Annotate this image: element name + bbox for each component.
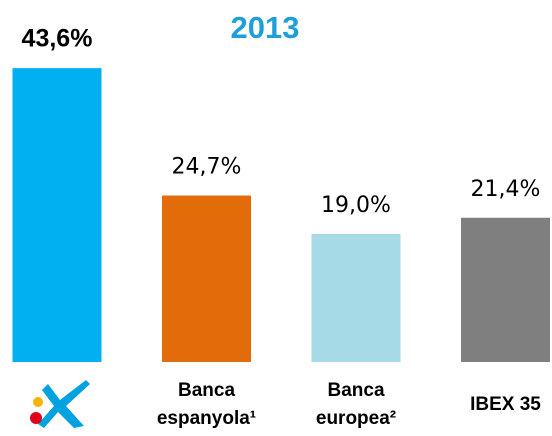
bar	[311, 233, 401, 362]
value-label: 24,7%	[172, 155, 242, 180]
value-label: 43,6%	[22, 25, 93, 53]
value-label: 19,0%	[321, 193, 391, 218]
x-tick-label: IBEX 35	[470, 394, 541, 415]
value-label: 21,4%	[471, 177, 541, 202]
bar	[461, 217, 550, 362]
x-tick-label: Banca espanyola¹	[156, 380, 257, 429]
bar	[12, 68, 102, 363]
x-tick-label: Banca europea²	[315, 380, 397, 429]
bar	[162, 195, 251, 362]
logo	[30, 380, 90, 428]
chart-title: 2013	[231, 10, 300, 45]
